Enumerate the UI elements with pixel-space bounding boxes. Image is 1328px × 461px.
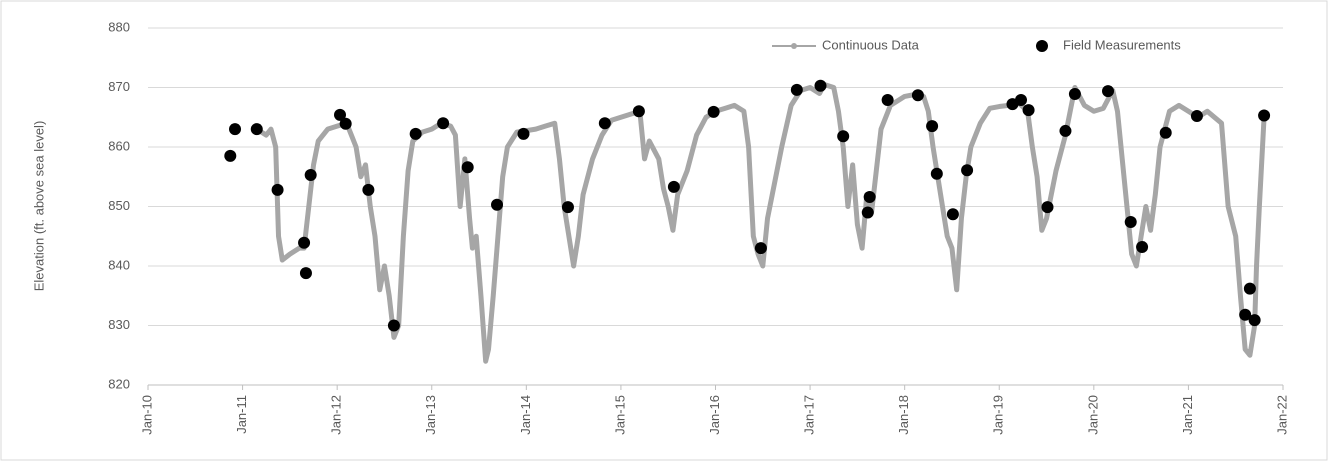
y-tick-label: 830 <box>108 317 130 332</box>
field-point <box>437 117 450 130</box>
field-point <box>667 180 680 193</box>
x-tick-label: Jan-22 <box>1274 395 1289 435</box>
field-point <box>1136 240 1149 253</box>
field-point <box>1068 88 1081 101</box>
field-point <box>339 117 352 130</box>
field-point <box>387 319 400 332</box>
x-tick-label: Jan-11 <box>234 395 249 434</box>
y-tick-label: 840 <box>108 257 130 272</box>
legend-label: Continuous Data <box>822 37 920 52</box>
x-tick-label: Jan-18 <box>896 395 911 435</box>
field-point <box>1102 85 1115 98</box>
field-point <box>1015 93 1028 106</box>
legend-label: Field Measurements <box>1063 37 1181 52</box>
field-point <box>229 123 242 136</box>
y-tick-label: 820 <box>108 376 130 391</box>
x-tick-label: Jan-13 <box>423 395 438 435</box>
field-point <box>1243 282 1256 295</box>
field-point <box>362 183 375 196</box>
field-point <box>946 208 959 221</box>
field-point <box>790 83 803 96</box>
field-point <box>754 242 767 255</box>
field-point <box>1258 109 1271 122</box>
field-point <box>517 127 530 140</box>
legend-marker <box>1036 40 1048 52</box>
field-point <box>271 183 284 196</box>
field-point <box>632 105 645 118</box>
legend-marker <box>791 43 797 49</box>
field-point <box>334 108 347 121</box>
y-tick-label: 870 <box>108 79 130 94</box>
y-axis-label: Elevation (ft. above sea level) <box>31 121 46 292</box>
field-point <box>1022 104 1035 117</box>
y-tick-label: 860 <box>108 138 130 153</box>
field-point <box>707 105 720 118</box>
x-tick-label: Jan-20 <box>1085 395 1100 435</box>
x-tick-label: Jan-19 <box>991 395 1006 435</box>
field-point <box>930 167 943 180</box>
field-point <box>837 130 850 143</box>
field-point <box>561 201 574 214</box>
field-point <box>298 236 311 249</box>
field-point <box>304 168 317 181</box>
field-point <box>461 161 474 174</box>
field-point <box>863 190 876 203</box>
x-tick-label: Jan-21 <box>1180 395 1195 435</box>
field-point <box>299 267 312 280</box>
x-tick-label: Jan-15 <box>612 395 627 435</box>
field-point <box>491 198 504 211</box>
field-point <box>814 79 827 92</box>
field-point <box>881 93 894 106</box>
field-point <box>1190 110 1203 123</box>
y-tick-label: 880 <box>108 19 130 34</box>
field-point <box>250 123 263 136</box>
field-point <box>861 206 874 219</box>
field-point <box>961 164 974 177</box>
field-point <box>224 149 237 162</box>
x-tick-label: Jan-14 <box>518 395 533 435</box>
field-point <box>409 127 422 140</box>
field-point <box>1059 124 1072 137</box>
field-point <box>1124 215 1137 228</box>
field-point <box>1239 308 1252 321</box>
field-point <box>926 120 939 133</box>
x-tick-label: Jan-10 <box>139 395 154 435</box>
field-point <box>1041 201 1054 214</box>
x-tick-label: Jan-17 <box>802 395 817 435</box>
field-point <box>1159 126 1172 139</box>
y-tick-label: 850 <box>108 198 130 213</box>
data-line <box>255 82 1267 364</box>
field-point <box>1248 314 1261 327</box>
field-point <box>911 89 924 102</box>
field-point <box>598 117 611 130</box>
x-tick-label: Jan-16 <box>707 395 722 435</box>
x-tick-label: Jan-12 <box>329 395 344 435</box>
